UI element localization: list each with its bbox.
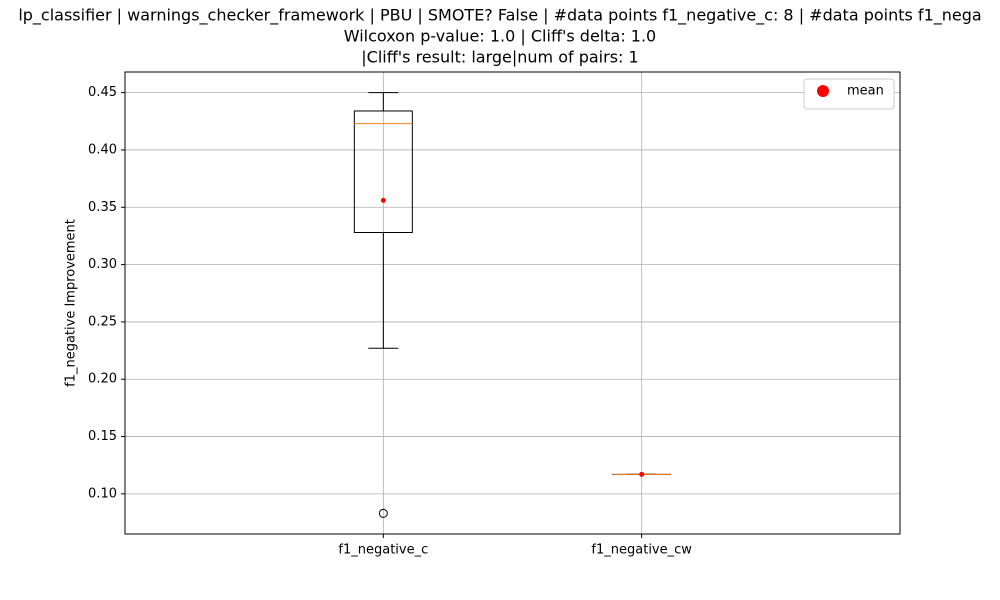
chart-title: Wilcoxon p-value: 1.0 | Cliff's delta: 1…: [344, 27, 656, 46]
chart-title: |Cliff's result: large|num of pairs: 1: [361, 48, 638, 67]
box: [353, 110, 413, 233]
flier: [378, 508, 388, 518]
mean: [380, 197, 386, 203]
legend-label: mean: [847, 84, 884, 99]
chart-title: lp_classifier | warnings_checker_framewo…: [18, 6, 981, 26]
y-axis-label: f1_negative Improvement: [64, 219, 79, 387]
y-tick-label: 0.30: [88, 257, 117, 272]
y-tick-label: 0.35: [88, 200, 117, 215]
y-tick-label: 0.25: [88, 314, 117, 329]
legend-marker: [817, 85, 829, 97]
plot-frame: [124, 71, 901, 535]
mean: [639, 471, 645, 477]
y-tick-label: 0.45: [88, 85, 117, 100]
x-tick-label: f1_negative_c: [338, 543, 428, 558]
x-tick-label: f1_negative_cw: [591, 543, 692, 558]
y-tick-label: 0.40: [88, 142, 117, 157]
y-tick-label: 0.10: [88, 486, 117, 501]
y-tick-label: 0.15: [88, 429, 117, 444]
y-tick-label: 0.20: [88, 372, 117, 387]
